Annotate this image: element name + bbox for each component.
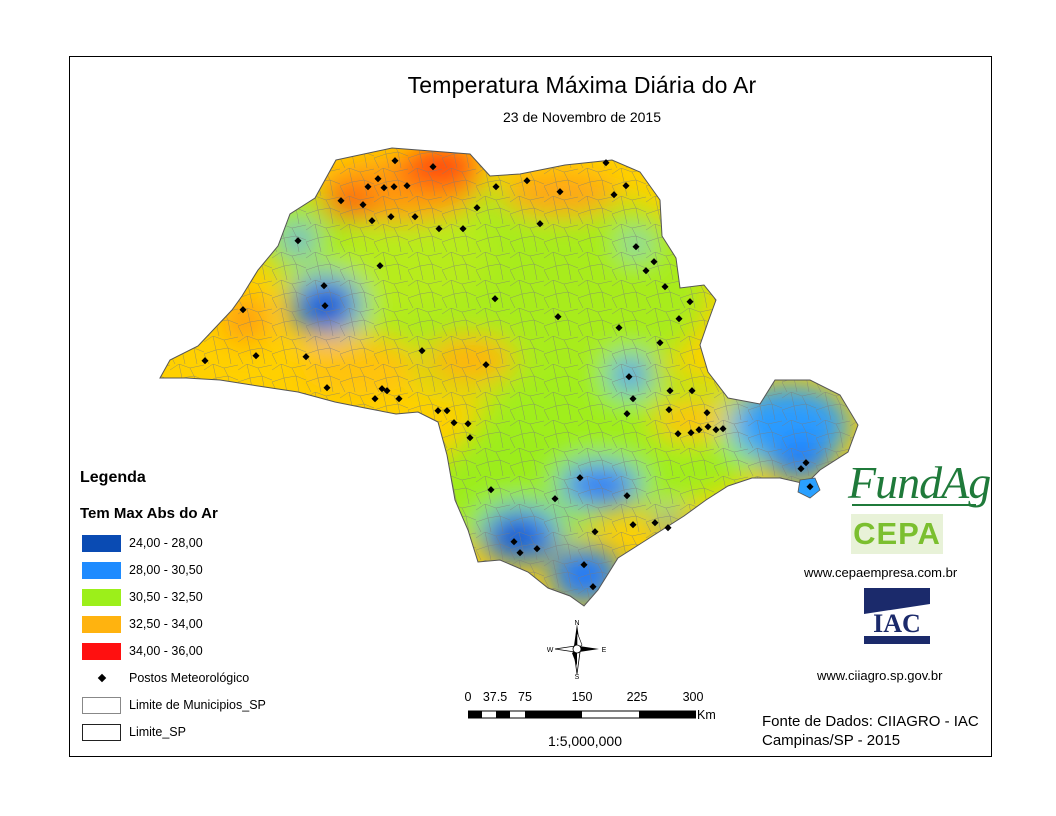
- ciiagro-url[interactable]: www.ciiagro.sp.gov.br: [817, 668, 943, 683]
- legend-swatch: [82, 534, 121, 552]
- north-label: N: [574, 620, 579, 627]
- source-line-1: Fonte de Dados: CIIAGRO - IAC: [762, 713, 979, 730]
- legend-class-1: 24,00 - 28,00: [82, 534, 203, 552]
- legend-class-3: 30,50 - 32,50: [82, 588, 203, 606]
- legend-class-5: 34,00 - 36,00: [82, 642, 203, 660]
- scale-unit: Km: [697, 708, 716, 722]
- iac-logo: IAC: [864, 588, 930, 648]
- legend-swatch: [82, 615, 121, 633]
- station-markers: [201, 157, 814, 591]
- legend-municipios: Limite de Municipios_SP: [82, 696, 266, 714]
- cepa-logo: CEPA: [851, 514, 943, 554]
- legend-class-label: 30,50 - 32,50: [129, 590, 203, 604]
- legend-state: Limite_SP: [82, 723, 186, 741]
- legend-stations-label: Postos Meteorológico: [129, 671, 250, 685]
- legend-class-label: 28,00 - 30,50: [129, 563, 203, 577]
- scale-tick: 225: [626, 690, 648, 704]
- north-arrow-icon: N S E W: [547, 620, 607, 680]
- iac-logo-text: IAC: [873, 609, 921, 638]
- map-frame: [69, 56, 992, 757]
- data-source: Fonte de Dados: CIIAGRO - IAC Campinas/S…: [762, 712, 979, 750]
- legend-layer-title: Tem Max Abs do Ar: [80, 505, 218, 522]
- scale-tick: 150: [571, 690, 593, 704]
- legend-stations: Postos Meteorológico: [82, 669, 249, 687]
- legend-class-label: 34,00 - 36,00: [129, 644, 203, 658]
- source-line-2: Campinas/SP - 2015: [762, 732, 901, 749]
- scale-ratio: 1:5,000,000: [548, 733, 622, 749]
- fundag-logo-underline: [852, 504, 976, 506]
- cepa-url[interactable]: www.cepaempresa.com.br: [804, 565, 958, 580]
- legend-swatch: [82, 561, 121, 579]
- legend-class-label: 32,50 - 34,00: [129, 617, 203, 631]
- legend-class-2: 28,00 - 30,50: [82, 561, 203, 579]
- legend-outline-swatch: [82, 723, 121, 741]
- east-label: E: [602, 647, 607, 654]
- west-label: W: [547, 647, 554, 654]
- scale-tick: 37.5: [482, 690, 508, 704]
- legend-outline-swatch: [82, 696, 121, 714]
- legend-heading: Legenda: [80, 469, 146, 486]
- legend-swatch: [82, 588, 121, 606]
- legend-swatch: [82, 642, 121, 660]
- legend-municipios-label: Limite de Municipios_SP: [129, 698, 266, 712]
- south-label: S: [575, 674, 580, 680]
- map-subtitle: 23 de Novembro de 2015: [503, 109, 661, 125]
- fundag-logo: FundAg: [848, 457, 991, 508]
- scale-bar-graphic: [468, 710, 696, 719]
- scale-tick: 75: [518, 690, 532, 704]
- scale-bar: 0 37.5 75 150 225 300 Km 1:5,000,000: [460, 690, 730, 750]
- map-title: Temperatura Máxima Diária do Ar: [407, 72, 757, 98]
- cepa-logo-text: CEPA: [853, 516, 941, 551]
- legend-class-label: 24,00 - 28,00: [129, 536, 203, 550]
- legend-class-4: 32,50 - 34,00: [82, 615, 203, 633]
- temperature-map: [159, 147, 859, 607]
- scale-tick: 0: [464, 690, 472, 704]
- station-marker-icon: [82, 673, 121, 683]
- legend-state-label: Limite_SP: [129, 725, 186, 739]
- scale-tick: 300: [682, 690, 704, 704]
